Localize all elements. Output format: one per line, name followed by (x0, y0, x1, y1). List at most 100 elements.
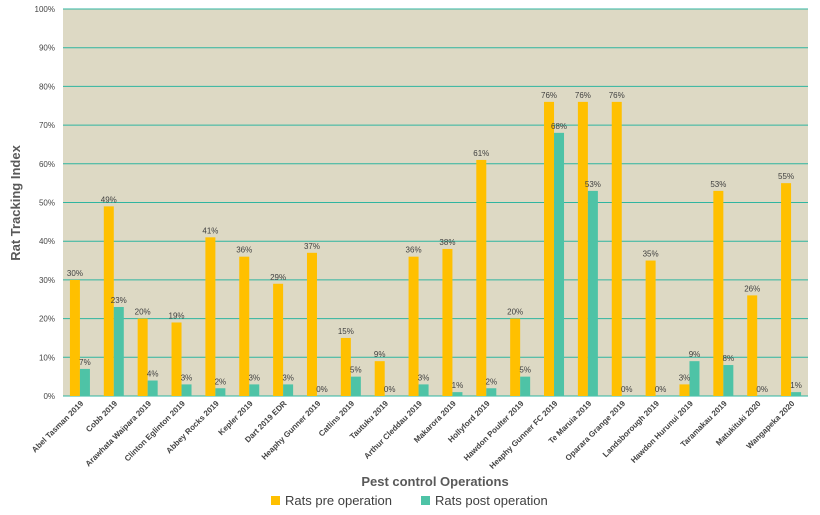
bar-pre-operation (306, 252, 317, 396)
data-label: 20% (507, 308, 523, 317)
bar-post-operation (486, 388, 497, 396)
data-label: 5% (350, 366, 362, 375)
y-tick-label: 70% (39, 121, 55, 130)
bar-post-operation (181, 384, 192, 396)
category-label: Clinton Eglinton 2019 (123, 399, 188, 464)
data-label: 1% (452, 381, 464, 390)
data-label: 35% (643, 250, 659, 259)
data-label: 37% (304, 242, 320, 251)
data-label: 3% (181, 373, 193, 382)
bar-pre-operation (510, 318, 521, 396)
bar-post-operation (791, 392, 802, 396)
data-label: 5% (519, 366, 531, 375)
data-label: 23% (111, 296, 127, 305)
bar-pre-operation (611, 101, 622, 396)
y-tick-label: 60% (39, 160, 55, 169)
data-label: 2% (215, 377, 227, 386)
data-label: 3% (248, 373, 260, 382)
legend: Rats pre operation Rats post operation (271, 493, 548, 508)
category-label: Hawdon Hurunui 2019 (629, 399, 695, 465)
y-tick-label: 100% (35, 5, 55, 14)
data-label: 30% (67, 269, 83, 278)
category-label: Abel Tasman 2019 (30, 399, 86, 455)
data-label: 1% (790, 381, 802, 390)
bar-pre-operation (103, 206, 114, 396)
y-tick-label: 0% (43, 392, 55, 401)
y-tick-label: 50% (39, 199, 55, 208)
category-label: Oparara Grange 2019 (564, 399, 628, 463)
x-axis-title: Pest control Operations (361, 474, 508, 489)
data-label: 0% (384, 385, 396, 394)
data-label: 0% (756, 385, 768, 394)
y-tick-label: 80% (39, 82, 55, 91)
category-label: Arthur Cleddau 2019 (362, 399, 424, 461)
category-label: Arawhata Waipara 2019 (84, 399, 154, 469)
data-label: 0% (316, 385, 328, 394)
bar-pre-operation (239, 256, 250, 396)
data-label: 76% (541, 91, 557, 100)
bar-pre-operation (679, 384, 690, 396)
bar-post-operation (215, 388, 226, 396)
data-label: 3% (418, 373, 430, 382)
bar-pre-operation (577, 101, 588, 396)
legend-label-post: Rats post operation (435, 493, 548, 508)
data-label: 26% (744, 284, 760, 293)
legend-swatch-post (421, 496, 430, 505)
data-label: 4% (147, 370, 159, 379)
bar-post-operation (147, 380, 158, 396)
bar-pre-operation (645, 260, 656, 396)
data-label: 53% (585, 180, 601, 189)
y-tick-label: 30% (39, 276, 55, 285)
bar-pre-operation (442, 248, 453, 396)
legend-swatch-pre (271, 496, 280, 505)
data-label: 76% (609, 91, 625, 100)
category-label: Heaphy Gunner FC 2019 (488, 399, 560, 471)
data-label: 36% (236, 246, 252, 255)
bar-post-operation (520, 376, 531, 396)
category-label: Cobb 2019 (84, 399, 119, 434)
data-label: 38% (439, 238, 455, 247)
gridlines (63, 8, 808, 397)
y-axis-title: Rat Tracking Index (8, 144, 23, 260)
data-label: 3% (679, 373, 691, 382)
data-labels: 30% 7% 49% 23% 20% 4% 19% 3% 41% 2% 36% 3% 29% 3% 37% 0… (67, 91, 802, 394)
bar-pre-operation (273, 283, 284, 396)
bar-post-operation (452, 392, 463, 396)
data-label: 9% (689, 350, 701, 359)
legend-label-pre: Rats pre operation (285, 493, 392, 508)
bar-pre-operation (374, 361, 385, 396)
bar-post-operation (283, 384, 294, 396)
data-label: 29% (270, 273, 286, 282)
bar-pre-operation (205, 237, 216, 396)
bar-post-operation (689, 361, 700, 396)
data-label: 53% (710, 180, 726, 189)
bar-post-operation (249, 384, 260, 396)
data-label: 7% (79, 358, 91, 367)
data-label: 2% (486, 377, 498, 386)
bar-post-operation (418, 384, 429, 396)
bar-pre-operation (781, 183, 792, 396)
data-label: 68% (551, 122, 567, 131)
y-tick-label: 90% (39, 44, 55, 53)
bar-post-operation (113, 306, 124, 396)
bar-post-operation (350, 376, 361, 396)
bar-pre-operation (544, 101, 555, 396)
data-label: 61% (473, 149, 489, 158)
data-label: 9% (374, 350, 386, 359)
category-label: Landsborough 2019 (601, 399, 662, 460)
bar-pre-operation (747, 295, 758, 396)
category-label: Heaphy Gunner 2019 (260, 399, 323, 462)
data-label: 3% (282, 373, 294, 382)
bar-pre-operation (408, 256, 419, 396)
data-label: 20% (135, 308, 151, 317)
data-label: 76% (575, 91, 591, 100)
data-label: 0% (655, 385, 667, 394)
data-label: 36% (406, 246, 422, 255)
bar-pre-operation (69, 279, 80, 396)
bar-post-operation (79, 368, 90, 396)
bar-post-operation (587, 190, 598, 396)
bar-pre-operation (476, 159, 487, 396)
category-label: Hawdon Poulter 2019 (462, 399, 526, 463)
